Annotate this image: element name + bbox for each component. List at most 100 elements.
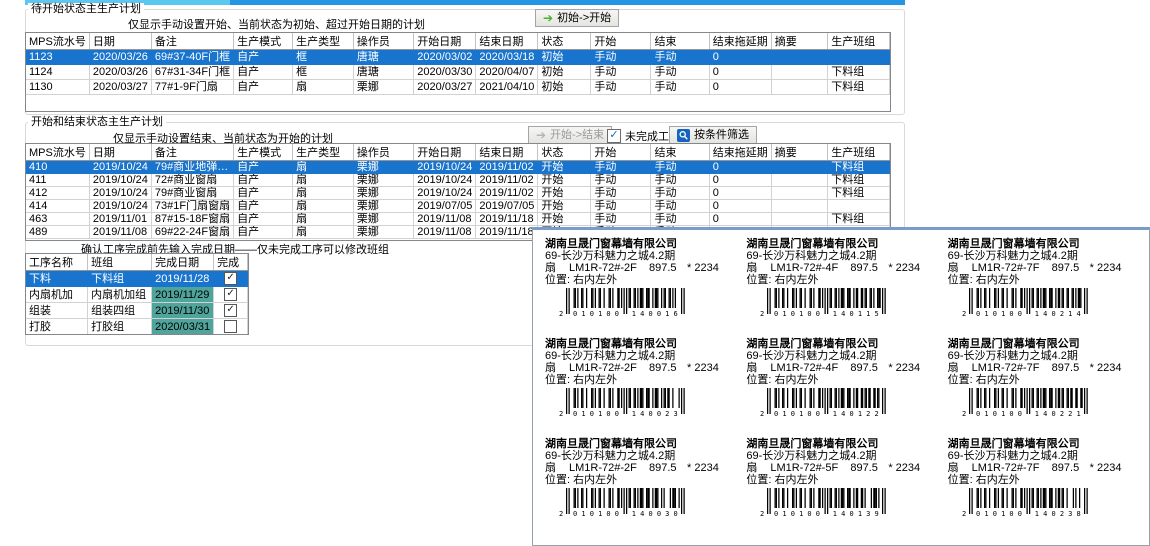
cell[interactable]: 框 [292,49,354,65]
cell[interactable]: 手动 [650,199,710,213]
done-checkbox[interactable] [224,320,238,333]
cell[interactable]: 411 [26,173,90,187]
cell[interactable] [771,212,829,226]
cell[interactable]: 2019/11/08 [413,212,477,226]
cell[interactable]: 扇 [292,212,354,226]
cell[interactable]: 2019/11/02 [475,186,539,200]
cell[interactable]: 自产 [233,79,294,95]
cell[interactable]: 扇 [292,173,354,187]
column-header[interactable]: 摘要 [771,33,829,50]
cell[interactable]: 手动 [650,79,710,95]
cell[interactable]: 手动 [590,212,652,226]
cell[interactable]: 扇 [292,79,354,95]
table-row[interactable]: 412 2019/10/24 79#商业窗扇 自产扇栗娜 2019/10/24 2019/… [26,186,890,200]
cell[interactable]: 2019/10/24 [89,199,152,213]
cell[interactable] [771,199,829,213]
column-header[interactable]: 结束日期 [475,33,539,50]
checkbox-check-icon[interactable]: ✓ [607,129,621,143]
cell[interactable]: 2020/03/02 [413,49,477,65]
cell[interactable]: 2020/03/31 [151,318,215,334]
cell[interactable] [213,318,248,334]
column-header[interactable]: 结束 [650,33,710,50]
cell[interactable]: 手动 [590,64,652,80]
cell[interactable]: 手动 [590,173,652,187]
done-checkbox[interactable]: ✓ [224,288,238,301]
table-row[interactable]: 1123 2020/03/26 69#37-40F门框 自产框唐瑭 2020/03/02… [26,49,890,65]
cell[interactable] [771,186,829,200]
cell[interactable]: 手动 [590,49,652,65]
column-header[interactable]: 开始 [590,144,652,161]
cell[interactable]: 1124 [26,64,90,80]
cell[interactable]: 自产 [233,49,294,65]
cell[interactable]: 2019/07/05 [413,199,477,213]
cell[interactable]: 打胶组 [87,318,153,334]
cell[interactable]: 2019/10/24 [413,160,477,174]
cell[interactable]: 扇 [292,199,354,213]
cell[interactable]: 栗娜 [353,212,415,226]
cell[interactable]: 1130 [26,79,90,95]
column-header[interactable]: 开始 [590,33,652,50]
cell[interactable]: 开始 [537,186,592,200]
cell[interactable]: 手动 [590,186,652,200]
column-header[interactable]: 操作员 [353,33,415,50]
column-header[interactable]: 摘要 [771,144,829,161]
column-header[interactable]: 生产模式 [233,33,294,50]
column-header[interactable]: 班组 [87,254,153,271]
column-header[interactable]: MPS流水号 [26,144,90,161]
cell[interactable]: 下料 [26,270,89,287]
cell[interactable]: 2019/11/30 [151,302,215,319]
cell[interactable]: 手动 [650,49,710,65]
table-row[interactable]: 411 2019/10/24 72#商业窗扇 自产扇栗娜 2019/10/24 2019/… [26,173,890,187]
cell[interactable]: 下料组 [87,270,153,287]
cell[interactable]: 开始 [537,173,592,187]
cell[interactable]: 77#1-9F门扇 [151,79,235,95]
column-header[interactable]: 状态 [537,144,592,161]
cell[interactable]: 79#商业窗扇 [151,186,235,200]
cell[interactable]: 栗娜 [353,173,415,187]
column-header[interactable]: 备注 [151,144,235,161]
cell[interactable]: 2019/10/24 [89,186,152,200]
cell[interactable]: 手动 [650,64,710,80]
cell[interactable]: 自产 [233,199,294,213]
table-row[interactable]: 414 2019/10/24 73#1F门扇窗扇 自产扇栗娜 2019/07/05 201… [26,199,890,213]
cell[interactable]: 下料组 [827,160,890,174]
cell[interactable]: 手动 [590,160,652,174]
cell[interactable]: 72#商业窗扇 [151,173,235,187]
cell[interactable]: 手动 [650,212,710,226]
cell[interactable]: 414 [26,199,90,213]
cell[interactable]: 组装 [26,302,89,319]
cell[interactable]: 打胶 [26,318,89,334]
table-row[interactable]: 1124 2020/03/26 67#31-34F门框 自产框唐瑭 2020/03/30… [26,64,890,80]
cell[interactable]: 初始 [537,64,592,80]
column-header[interactable]: 开始日期 [413,33,477,50]
cell[interactable]: ✓ [213,302,248,319]
cell[interactable]: 2020/03/30 [413,64,477,80]
cell[interactable] [771,64,829,80]
cell[interactable]: 0 [709,173,772,187]
column-header[interactable]: 状态 [537,33,592,50]
cell[interactable]: 框 [292,64,354,80]
cell[interactable]: 自产 [233,186,294,200]
column-header[interactable]: 生产模式 [233,144,294,161]
cell[interactable]: 手动 [650,186,710,200]
cell[interactable]: 内扇机加 [26,286,89,303]
cell[interactable]: 2020/03/18 [475,49,539,65]
cell[interactable]: 栗娜 [353,79,415,95]
cell[interactable]: ✓ [213,286,248,303]
cell[interactable]: 2019/11/18 [475,212,539,226]
cell[interactable]: 67#31-34F门框 [151,64,235,80]
cell[interactable]: 2020/03/26 [89,49,152,65]
cell[interactable]: 扇 [292,160,354,174]
cell[interactable]: 扇 [292,225,354,239]
cell[interactable]: 开始 [537,160,592,174]
cell[interactable]: 69#22-24F窗扇 [151,225,235,239]
cell[interactable]: 自产 [233,212,294,226]
cell[interactable]: 2019/11/28 [151,270,215,287]
cell[interactable]: 2021/04/10 [475,79,539,95]
cell[interactable]: 2020/03/27 [413,79,477,95]
cell[interactable]: 栗娜 [353,160,415,174]
cell[interactable]: 内扇机加组 [87,286,153,303]
cell[interactable]: 唐瑭 [353,49,415,65]
cell[interactable] [771,79,829,95]
cell[interactable] [771,49,829,65]
